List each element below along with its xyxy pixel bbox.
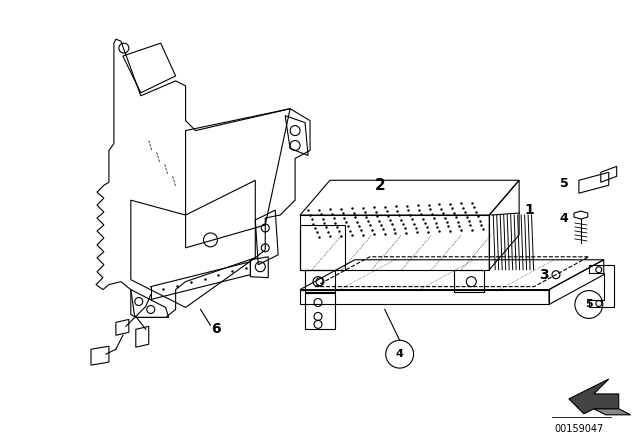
Text: 1: 1 [524,203,534,217]
Text: 5: 5 [559,177,568,190]
Text: 6: 6 [211,323,220,336]
Text: 00159047: 00159047 [554,424,604,434]
Text: 2: 2 [374,178,385,193]
Text: 4: 4 [396,349,404,359]
Text: 5: 5 [585,300,593,310]
Text: 3: 3 [540,268,549,282]
Polygon shape [569,379,619,414]
Text: 4: 4 [559,211,568,224]
Polygon shape [594,409,630,415]
